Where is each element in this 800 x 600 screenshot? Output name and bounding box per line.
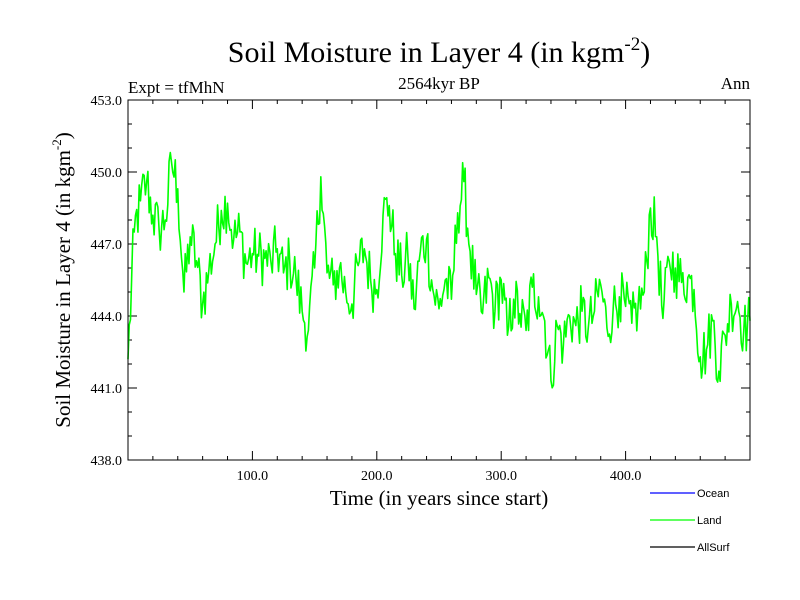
y-tick-label: 444.0 xyxy=(91,310,123,325)
y-tick-label: 441.0 xyxy=(91,382,123,397)
chart-subtitle: 2564kyr BP xyxy=(398,74,480,93)
y-tick-label: 438.0 xyxy=(91,454,123,469)
y-axis-label: Soil Moisture in Layer 4 (in kgm-2) xyxy=(49,132,75,427)
season-label: Ann xyxy=(721,74,751,93)
y-tick-label: 450.0 xyxy=(91,166,123,181)
tick-layer: 438.0 441.0 444.0 447.0 450.0 453.0 100.0 200.0… xyxy=(91,94,750,484)
x-axis-label: Time (in years since start) xyxy=(330,486,549,510)
legend-label-allsurf: AllSurf xyxy=(697,542,730,554)
x-tick-label: 100.0 xyxy=(237,469,269,484)
y-tick-label: 447.0 xyxy=(91,238,123,253)
series-line-land xyxy=(127,151,751,389)
chart-title: Soil Moisture in Layer 4 (in kgm-2) xyxy=(228,34,650,69)
plot-frame xyxy=(127,99,751,461)
y-tick-label: 453.0 xyxy=(91,94,123,109)
x-tick-label: 300.0 xyxy=(485,469,517,484)
legend-label-land: Land xyxy=(697,515,721,527)
legend-label-ocean: Ocean xyxy=(697,488,729,500)
legend: Ocean Land AllSurf xyxy=(650,488,730,554)
x-tick-label: 400.0 xyxy=(610,469,642,484)
series-layer xyxy=(127,151,751,389)
x-tick-label: 200.0 xyxy=(361,469,393,484)
experiment-label: Expt = tfMhN xyxy=(128,78,224,97)
